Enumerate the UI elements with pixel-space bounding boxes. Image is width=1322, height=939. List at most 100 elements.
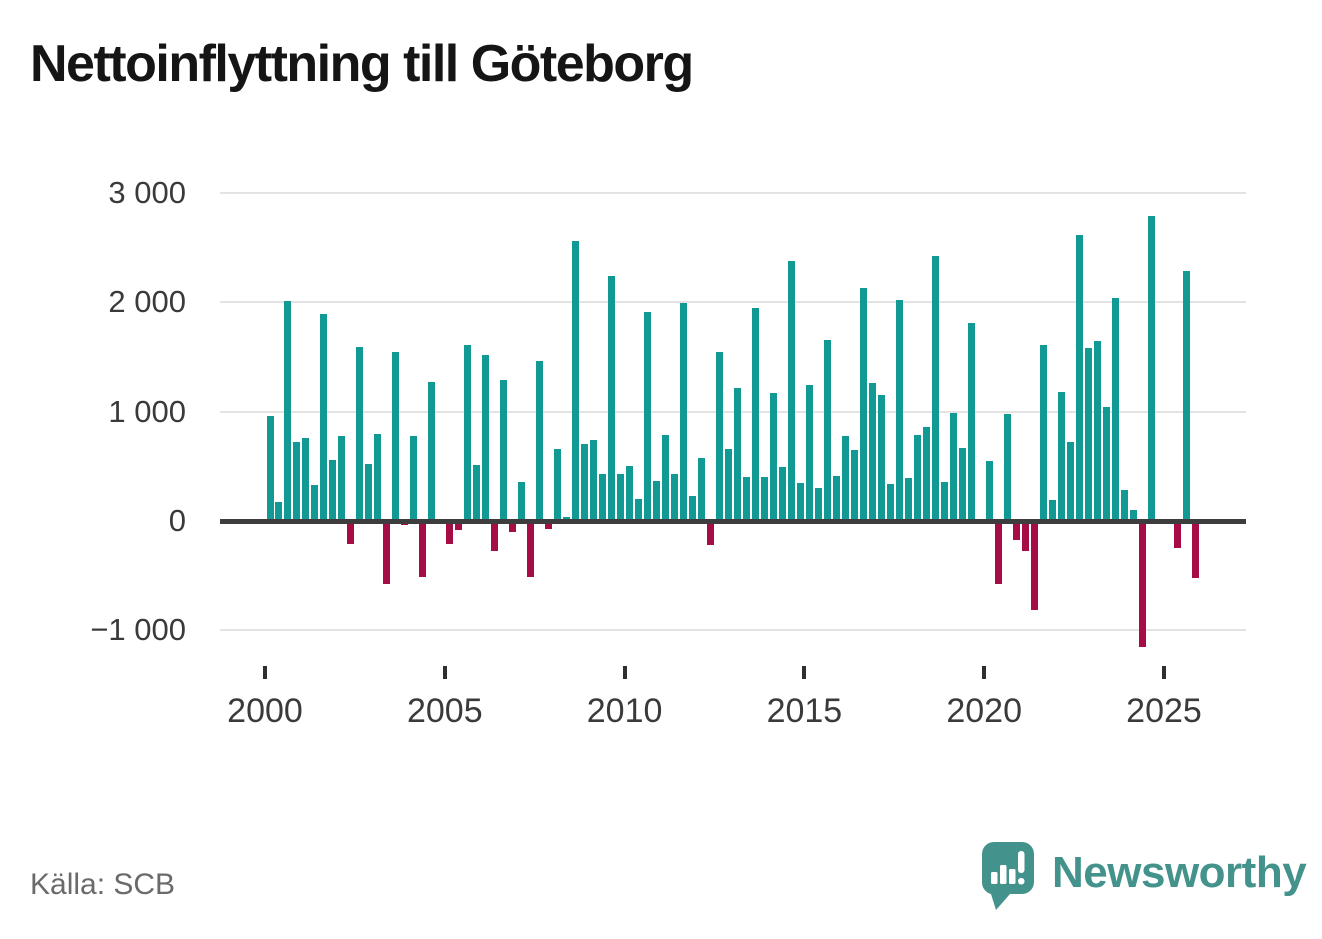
bar	[536, 361, 544, 521]
bar	[1192, 521, 1200, 578]
bar	[707, 521, 714, 546]
bar	[1057, 392, 1065, 521]
bar	[320, 314, 328, 521]
bar	[823, 339, 831, 521]
bar	[392, 351, 400, 521]
x-tick-label: 2005	[406, 692, 483, 730]
y-tick-label: 3 000	[108, 175, 186, 211]
x-tick	[263, 666, 267, 679]
bar	[653, 480, 661, 521]
bar	[742, 477, 750, 521]
chart-title: Nettoinflyttning till Göteborg	[30, 35, 694, 93]
bar	[814, 488, 822, 521]
bar	[518, 481, 526, 521]
bar	[662, 434, 670, 521]
bar	[374, 433, 382, 521]
bar	[383, 521, 391, 585]
bar	[949, 412, 957, 521]
x-tick	[1162, 666, 1166, 679]
x-tick-label: 2015	[766, 692, 843, 730]
bar	[967, 323, 975, 521]
bar	[931, 256, 939, 521]
bar	[293, 442, 301, 521]
bar	[599, 474, 607, 521]
bar	[554, 448, 562, 521]
bar	[1039, 345, 1047, 521]
bar	[1111, 298, 1119, 521]
bar	[1102, 407, 1110, 521]
bar	[689, 495, 697, 521]
x-tick	[442, 666, 447, 679]
bar	[581, 444, 589, 521]
bar	[644, 312, 652, 521]
bar	[904, 478, 912, 521]
bar	[1075, 234, 1083, 521]
bar	[455, 521, 463, 530]
bar	[545, 521, 553, 529]
bar	[994, 521, 1002, 585]
bar	[626, 466, 634, 521]
x-tick	[802, 666, 807, 679]
bar	[895, 300, 903, 521]
newsworthy-speech-bubble-bar-chart-icon	[982, 842, 1034, 917]
bar	[329, 459, 337, 521]
bar	[500, 380, 508, 521]
bar	[680, 303, 688, 521]
bar	[572, 241, 580, 521]
bar	[266, 416, 274, 521]
bar	[1048, 500, 1056, 521]
bar	[841, 435, 849, 521]
bar	[922, 427, 930, 521]
y-tick-label: −1 000	[90, 612, 186, 648]
bar	[428, 382, 436, 521]
bar	[751, 307, 759, 521]
bar	[1003, 413, 1011, 521]
bar	[1030, 521, 1038, 610]
bar	[302, 437, 310, 521]
bar	[1183, 270, 1191, 521]
bar	[733, 387, 741, 521]
bar	[365, 464, 373, 521]
bar	[1147, 216, 1155, 521]
bar	[419, 521, 427, 577]
bar	[1120, 490, 1128, 521]
bar	[859, 288, 867, 521]
bar	[617, 474, 625, 521]
bar	[635, 499, 643, 521]
bar	[275, 502, 283, 521]
bar	[698, 457, 706, 521]
bar	[716, 351, 723, 521]
bar	[473, 465, 481, 521]
bar	[769, 393, 777, 521]
bar	[311, 484, 319, 521]
bar	[787, 260, 795, 521]
bar	[347, 521, 355, 544]
bar	[1012, 521, 1020, 540]
y-tick-label: 1 000	[108, 393, 186, 429]
bar	[1093, 340, 1101, 521]
x-axis-line	[220, 518, 1246, 524]
bar	[590, 440, 598, 521]
bar	[1066, 442, 1074, 521]
bar	[877, 395, 885, 521]
bar	[464, 345, 472, 521]
y-tick-label: 2 000	[108, 284, 186, 320]
bar	[284, 301, 292, 521]
x-tick	[982, 666, 987, 679]
bar	[491, 521, 499, 551]
bar	[985, 460, 993, 521]
brand-logo: Newsworthy	[982, 842, 1307, 917]
bar	[850, 449, 858, 521]
bar	[796, 482, 804, 521]
y-tick-label: 0	[168, 503, 186, 538]
gridline	[220, 629, 1246, 632]
gridline	[220, 192, 1246, 195]
bar	[356, 347, 364, 521]
bar	[1021, 521, 1029, 551]
bar	[1129, 510, 1137, 521]
gridline	[220, 301, 1246, 304]
x-tick	[622, 666, 627, 679]
bar	[509, 521, 517, 532]
